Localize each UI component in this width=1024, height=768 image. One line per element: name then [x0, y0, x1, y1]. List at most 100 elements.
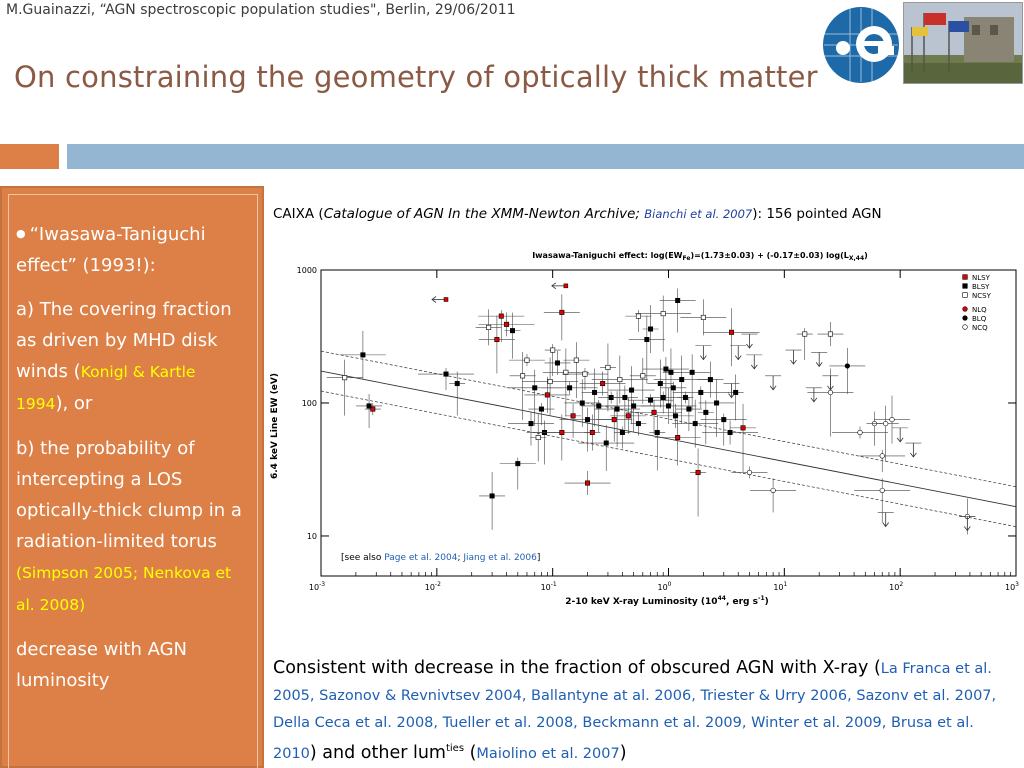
data-point-ncsy [802, 331, 808, 337]
data-point-blsy [657, 381, 663, 387]
legend-label-ncsy: NCSY [972, 292, 992, 300]
data-point-ncsy [635, 313, 641, 319]
data-point-blsy [619, 429, 625, 435]
data-point-blq [844, 363, 850, 369]
data-point-blsy [663, 366, 669, 372]
legend-label-nlq: NLQ [972, 306, 987, 314]
data-point-nlsy [443, 297, 449, 302]
data-point-blsy [660, 394, 666, 400]
chart-title: Iwasawa-Taniguchi effect: log(EWFe)=(1.7… [532, 251, 868, 262]
conclusion-tail: ) and other lum [309, 742, 446, 763]
legend-marker-nlsy [962, 274, 968, 280]
side-panel-text: ● “Iwasawa-Taniguchi effect” (1993!): a) … [16, 218, 252, 709]
data-point-ncsy [827, 331, 833, 337]
data-point-nlsy [370, 406, 376, 412]
upper-limit-arrowhead [551, 282, 557, 290]
fit-lower [320, 390, 1017, 528]
legend-label-blq: BLQ [972, 315, 987, 323]
data-point-blsy [538, 406, 544, 412]
plot-svg: Iwasawa-Taniguchi effect: log(EWFe)=(1.7… [270, 251, 1019, 607]
conclusion-main: Consistent with decrease in the fraction… [273, 658, 881, 678]
y-tick-label: 100 [302, 399, 317, 408]
data-point-ncq [770, 487, 776, 494]
data-point-blsy [489, 493, 495, 499]
side-panel-frame [8, 194, 258, 768]
data-point-blsy [689, 369, 695, 375]
side-point-3: b) the probability of intercepting a LOS… [16, 433, 252, 621]
data-point-ncsy [535, 435, 541, 441]
data-point-nlsy [544, 392, 550, 398]
data-point-blsy [703, 409, 709, 415]
x-tick-label: 100 [657, 581, 671, 592]
data-point-ncsy [547, 379, 553, 385]
data-point-nlsy [494, 337, 500, 343]
upper-limit-arrowhead [882, 522, 890, 528]
upper-limit-arrowhead [746, 343, 753, 349]
upper-limit-arrowhead [964, 526, 971, 532]
data-point-ncsy [342, 375, 348, 381]
data-point-blsy [585, 417, 591, 423]
legend-marker-ncsy [962, 292, 968, 298]
conclusion-text: Consistent with decrease in the fraction… [273, 655, 1021, 767]
data-point-blsy [366, 403, 372, 409]
caixa-separator: ; [635, 206, 640, 222]
data-point-ncq [889, 416, 895, 423]
conclusion-paren: ( [464, 742, 477, 763]
data-point-ncq [879, 453, 885, 459]
slide-title: On constraining the geometry of opticall… [14, 60, 818, 94]
data-point-blsy [727, 429, 733, 435]
data-point-blsy [515, 461, 521, 467]
data-point-ncsy [563, 369, 569, 375]
data-point-blsy [614, 406, 620, 412]
data-point-blsy [644, 337, 650, 343]
data-point-blsy [554, 360, 560, 366]
x-axis-label: 2-10 keV X-ray Luminosity (1044, erg s-1… [565, 595, 769, 607]
data-point-blsy [721, 417, 727, 423]
upper-limit-arrowhead [769, 385, 777, 391]
legend-marker-nlq [962, 306, 968, 312]
x-tick-label: 10-2 [425, 581, 441, 592]
data-point-blsy [579, 400, 585, 406]
data-point-ncsy [520, 373, 526, 379]
caixa-catalogue: Catalogue of AGN In the XMM-Newton Archi… [323, 206, 636, 222]
data-point-blsy [682, 394, 688, 400]
side-point-4: decrease with AGN luminosity [16, 634, 252, 696]
side-panel [0, 186, 264, 768]
data-point-ncq [883, 420, 889, 427]
upper-limit-arrowhead [790, 359, 797, 365]
data-point-nlsy [563, 283, 569, 289]
data-point-blsy [360, 352, 366, 358]
data-point-ncsy [700, 314, 706, 320]
data-point-blsy [686, 406, 692, 412]
data-point-nlsy [498, 313, 504, 319]
upper-limit-arrowhead [815, 362, 823, 368]
legend-marker-blsy [962, 283, 968, 289]
conclusion-sup: ties [445, 743, 465, 754]
fit-lines [320, 350, 1017, 528]
data-point-blsy [567, 385, 573, 391]
data-point-nlsy [504, 321, 510, 327]
data-point-blsy [670, 385, 676, 391]
data-point-blsy [629, 387, 635, 393]
data-point-ncq [746, 469, 753, 476]
legend-marker-ncq [962, 324, 968, 330]
data-point-blsy [675, 297, 681, 303]
data-point-blsy [635, 421, 641, 427]
data-point-nlsy [740, 425, 746, 431]
data-point-nlsy [559, 429, 565, 435]
legend-label-ncq: NCQ [972, 324, 988, 332]
side-point-3-ref: (Simpson 2005; Nenkova et al. 2008) [16, 564, 232, 614]
data-point-blsy [631, 403, 637, 409]
data-point-blsy [509, 328, 515, 334]
data-point-ncsy [617, 377, 623, 383]
side-point-2-text: a) The covering fraction as driven by MH… [16, 299, 232, 382]
data-point-nlsy [570, 413, 576, 419]
see-also-annotation: [see also Page et al. 2004; Jiang et al.… [341, 553, 540, 563]
upper-limit-arrowhead [750, 364, 758, 370]
x-tick-label: 102 [889, 581, 903, 592]
data-point-blsy [592, 389, 598, 395]
upper-limit-arrowhead [810, 397, 818, 403]
data-point-blsy [679, 377, 685, 383]
data-point-blsy [707, 377, 713, 383]
data-point-blsy [665, 403, 671, 409]
